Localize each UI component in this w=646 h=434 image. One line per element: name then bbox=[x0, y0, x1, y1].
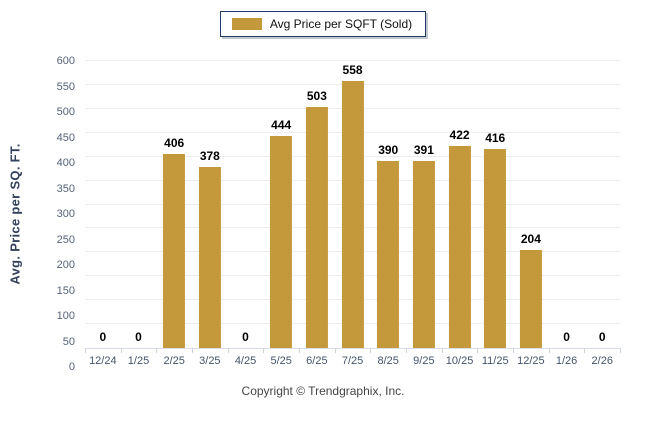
bar-value-label: 503 bbox=[306, 89, 327, 104]
y-tick-label: 0 bbox=[68, 361, 75, 373]
bar bbox=[484, 149, 507, 348]
bar-slot: 503 bbox=[299, 61, 335, 348]
y-tick-label: 450 bbox=[56, 131, 75, 144]
y-axis-title-wrap: Avg. Price per SQ. FT. bbox=[0, 61, 30, 367]
bar-slot: 444 bbox=[263, 61, 299, 348]
x-tick-label: 7/25 bbox=[341, 355, 364, 367]
y-tick-label: 350 bbox=[56, 182, 75, 195]
x-tick-label: 10/25 bbox=[445, 355, 474, 367]
bar bbox=[448, 146, 471, 348]
x-axis-tick bbox=[620, 348, 621, 353]
bar-slot: 0 bbox=[121, 61, 157, 348]
x-tick-label: 11/25 bbox=[481, 355, 509, 367]
bar bbox=[270, 135, 293, 348]
bar-slot: 558 bbox=[335, 61, 371, 348]
bar-slot: 416 bbox=[477, 61, 513, 348]
bar-value-label: 406 bbox=[164, 135, 185, 150]
x-axis-tick bbox=[406, 348, 407, 353]
plot-area: 0 0 406 378 0 444 503 558 390 391 422 416 204 0 0 bbox=[85, 60, 621, 353]
y-tick-label: 300 bbox=[56, 208, 75, 220]
x-axis-tick bbox=[85, 348, 86, 353]
bar-slot: 0 bbox=[549, 61, 585, 348]
x-axis-tick bbox=[227, 348, 229, 353]
x-axis-tick-labels: 12/24 1/25 2/25 3/25 4/25 5/25 6/25 7/25 8/25 9/2… bbox=[85, 355, 620, 367]
x-axis-tick bbox=[334, 348, 336, 353]
x-axis-tick bbox=[441, 348, 443, 353]
y-tick-label: 150 bbox=[56, 284, 75, 297]
bar-slot: 406 bbox=[156, 61, 192, 348]
legend-label: Avg Price per SQFT (Sold) bbox=[269, 17, 413, 31]
x-axis-tick bbox=[513, 348, 514, 353]
y-tick-label: 50 bbox=[62, 335, 75, 348]
y-axis-tick-labels: 0 50 100 150 200 250 300 350 400 450 500 550 600 bbox=[30, 55, 85, 373]
x-axis-tick bbox=[263, 348, 265, 353]
x-tick-label: 12/24 bbox=[89, 355, 117, 367]
bar-slot: 378 bbox=[192, 61, 228, 348]
x-tick-label: 6/25 bbox=[306, 355, 328, 367]
copyright-text: Copyright © Trendgraphix, Inc. bbox=[241, 384, 405, 398]
bar-slot: 0 bbox=[228, 61, 264, 348]
bar-slots: 0 0 406 378 0 444 503 558 390 391 422 416 204 0 0 bbox=[85, 61, 620, 348]
y-tick-label: 200 bbox=[56, 259, 75, 271]
chart-area: Avg. Price per SQ. FT. 0 50 100 150 200 250 30… bbox=[0, 55, 646, 373]
bar bbox=[198, 167, 221, 348]
x-axis-tick bbox=[584, 348, 586, 353]
x-axis-tick bbox=[299, 348, 300, 353]
bar bbox=[341, 81, 364, 348]
legend-box: Avg Price per SQFT (Sold) bbox=[219, 11, 427, 37]
x-tick-label: 9/25 bbox=[413, 355, 435, 367]
bar-slot: 204 bbox=[513, 61, 549, 348]
bar-value-label: 204 bbox=[520, 232, 541, 247]
bar-value-label: 444 bbox=[271, 117, 292, 132]
bar bbox=[377, 161, 400, 348]
x-tick-label: 2/26 bbox=[591, 355, 613, 367]
legend-swatch-icon bbox=[231, 18, 262, 30]
y-tick-label: 600 bbox=[56, 55, 75, 67]
x-axis-tick bbox=[156, 348, 158, 353]
gridline bbox=[85, 60, 620, 61]
bar-value-label: 558 bbox=[342, 63, 363, 78]
bar-value-label: 0 bbox=[563, 330, 570, 344]
bar-value-label: 0 bbox=[242, 330, 249, 344]
bar-slot: 0 bbox=[85, 61, 121, 348]
x-tick-label: 3/25 bbox=[199, 355, 221, 367]
x-tick-label: 1/25 bbox=[127, 355, 150, 367]
x-tick-label: 8/25 bbox=[377, 355, 399, 367]
plot-column: 0 0 406 378 0 444 503 558 390 391 422 416 204 0 0 12/2… bbox=[85, 60, 621, 367]
bar-slot: 391 bbox=[406, 61, 442, 348]
bar-value-label: 416 bbox=[485, 131, 506, 146]
bar-slot: 0 bbox=[584, 61, 620, 348]
bar-value-label: 0 bbox=[99, 330, 107, 344]
bar bbox=[163, 153, 186, 348]
x-tick-label: 2/25 bbox=[163, 355, 185, 367]
bar-slot: 422 bbox=[442, 61, 478, 348]
bar-value-label: 378 bbox=[199, 149, 220, 164]
bar-value-label: 390 bbox=[378, 143, 399, 158]
x-tick-label: 5/25 bbox=[270, 355, 292, 367]
y-tick-label: 550 bbox=[56, 80, 75, 93]
y-tick-label: 500 bbox=[56, 106, 75, 118]
y-tick-label: 400 bbox=[56, 157, 75, 169]
bar bbox=[305, 107, 328, 348]
bar bbox=[519, 250, 542, 348]
bar-slot: 390 bbox=[370, 61, 406, 348]
x-axis-tick bbox=[477, 348, 479, 353]
x-axis-tick bbox=[548, 348, 550, 353]
y-tick-label: 250 bbox=[56, 233, 75, 246]
bar-value-label: 422 bbox=[449, 128, 470, 143]
x-axis-tick bbox=[120, 348, 122, 353]
bar bbox=[412, 160, 435, 348]
x-tick-label: 1/26 bbox=[555, 355, 578, 367]
y-axis-title: Avg. Price per SQ. FT. bbox=[7, 143, 23, 285]
x-axis-tick bbox=[192, 348, 193, 353]
bar-value-label: 0 bbox=[135, 330, 142, 344]
bar-value-label: 391 bbox=[413, 142, 434, 157]
legend: Avg Price per SQFT (Sold) bbox=[0, 0, 646, 38]
x-axis-tick bbox=[370, 348, 372, 353]
x-tick-label: 12/25 bbox=[517, 355, 545, 367]
bar-value-label: 0 bbox=[598, 330, 606, 344]
y-tick-label: 100 bbox=[56, 310, 75, 322]
x-tick-label: 4/25 bbox=[234, 355, 257, 367]
